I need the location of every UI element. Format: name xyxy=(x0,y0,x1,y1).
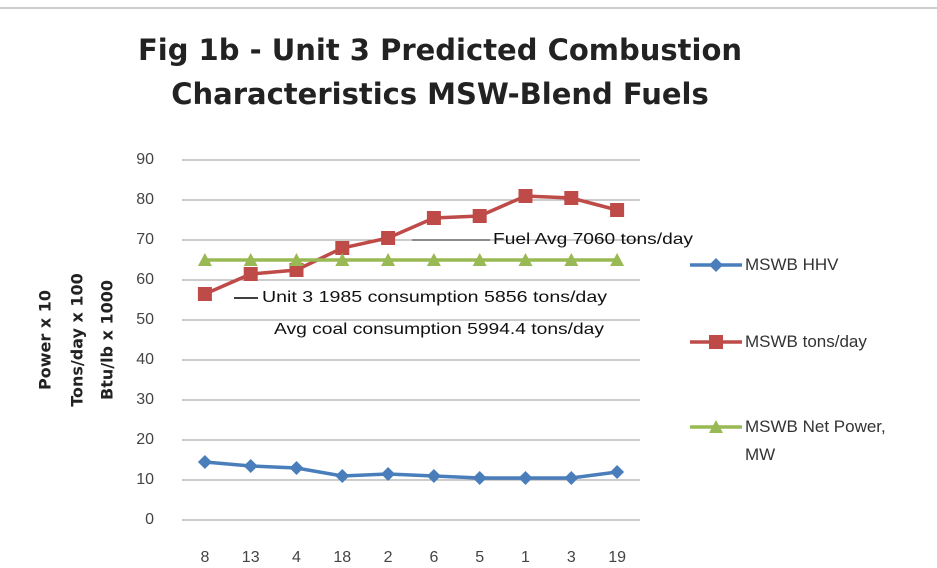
point-marker xyxy=(381,231,396,245)
point-marker xyxy=(564,471,579,485)
y-axis-label: Power x 10 xyxy=(36,290,55,390)
y-tick-label: 60 xyxy=(136,271,154,288)
y-axis-label: Tons/day x 100 xyxy=(68,273,87,407)
point-marker xyxy=(709,258,723,272)
point-marker xyxy=(709,335,723,349)
point-marker xyxy=(426,211,441,225)
point-marker xyxy=(289,461,304,475)
point-marker xyxy=(610,465,625,479)
x-tick-label: 18 xyxy=(333,549,351,566)
point-marker xyxy=(335,469,350,483)
x-tick-label: 6 xyxy=(429,549,438,566)
x-tick-label: 13 xyxy=(242,549,260,566)
point-marker xyxy=(335,253,350,266)
annotation: Avg coal consumption 5994.4 tons/day xyxy=(274,321,604,338)
point-marker xyxy=(289,263,304,277)
x-tick-label: 19 xyxy=(608,549,626,566)
y-tick-label: 40 xyxy=(136,351,154,368)
point-marker xyxy=(289,253,304,266)
y-tick-label: 0 xyxy=(145,511,154,528)
chart-title: Fig 1b - Unit 3 Predicted Combustion Cha… xyxy=(137,33,743,111)
point-marker xyxy=(518,471,533,485)
x-tick-label: 4 xyxy=(292,549,301,566)
point-marker xyxy=(518,253,533,266)
y-tick-label: 80 xyxy=(136,191,154,208)
y-tick-label: 90 xyxy=(136,151,154,168)
legend-label: MSWB HHV xyxy=(745,255,839,274)
x-tick-label: 8 xyxy=(200,549,209,566)
x-tick-label: 5 xyxy=(475,549,484,566)
y-tick-label: 50 xyxy=(136,311,154,328)
series-line xyxy=(204,460,618,480)
x-tick-label: 3 xyxy=(567,549,576,566)
point-marker xyxy=(610,253,625,266)
annotation: Unit 3 1985 consumption 5856 tons/day xyxy=(262,289,607,306)
y-tick-label: 20 xyxy=(136,431,154,448)
series-line xyxy=(204,194,618,296)
y-tick-label: 30 xyxy=(136,391,154,408)
y-tick-label: 10 xyxy=(136,471,154,488)
annotation: Fuel Avg 7060 tons/day xyxy=(493,231,693,248)
x-tick-label: 2 xyxy=(384,549,393,566)
legend-label: MSWB Net Power, MW xyxy=(745,417,886,464)
point-marker xyxy=(564,253,579,266)
point-marker xyxy=(197,253,212,266)
point-marker xyxy=(381,253,396,266)
x-tick-label: 1 xyxy=(521,549,530,566)
point-marker xyxy=(472,209,487,223)
point-marker xyxy=(472,253,487,266)
point-marker xyxy=(518,189,533,203)
point-marker xyxy=(243,459,258,473)
point-marker xyxy=(426,253,441,266)
point-marker xyxy=(335,241,350,255)
point-marker xyxy=(709,420,723,433)
point-marker xyxy=(564,191,579,205)
point-marker xyxy=(243,253,258,266)
legend-label: MSWB tons/day xyxy=(745,332,867,351)
y-tick-label: 70 xyxy=(136,231,154,248)
point-marker xyxy=(197,287,212,301)
y-axis-label: Btu/lb x 1000 xyxy=(98,280,117,400)
point-marker xyxy=(472,471,487,485)
point-marker xyxy=(197,455,212,469)
point-marker xyxy=(426,469,441,483)
point-marker xyxy=(243,267,258,281)
point-marker xyxy=(381,467,396,481)
point-marker xyxy=(610,203,625,217)
